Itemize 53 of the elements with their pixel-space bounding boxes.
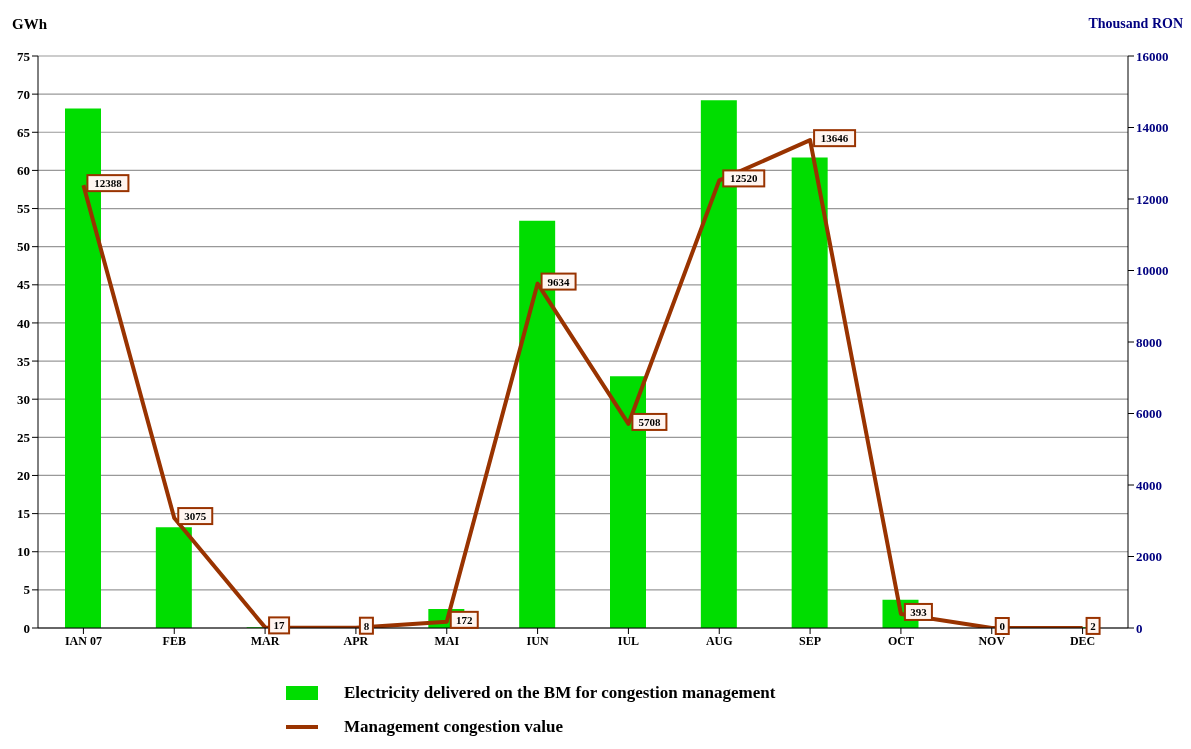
y-tick-label: 45 [17,277,31,293]
y-tick-label: 15 [17,506,31,522]
y2-tick-label: 14000 [1136,120,1169,136]
x-tick-label: IUL [617,633,640,648]
x-tick-label: AUG [705,633,733,648]
y2-tick-label: 0 [1136,620,1143,636]
y-tick-label: 5 [23,582,31,598]
x-tick-label: NOV [978,633,1006,648]
y2-axis-title: Thousand RON [1088,16,1183,32]
y-tick-label: 40 [17,315,30,331]
data-label: 13646 [820,132,849,145]
y2-tick-label: 10000 [1136,263,1169,279]
x-tick-label: MAR [250,633,280,648]
x-tick-label: IAN 07 [64,633,102,648]
legend-label: Management congestion value [344,717,564,737]
y-tick-label: 65 [17,124,31,140]
x-tick-label: DEC [1069,633,1096,648]
x-tick-label: MAI [434,633,460,648]
y2-tick-label: 2000 [1136,549,1162,565]
x-tick-label: OCT [887,633,914,648]
y-axis-title: GWh [12,16,48,33]
data-label: 172 [456,613,473,626]
data-label: 12388 [94,177,123,190]
y-tick-label: 30 [17,391,30,407]
data-label: 393 [910,605,928,618]
y-tick-label: 0 [23,620,30,636]
y-tick-label: 60 [17,163,30,179]
x-tick-label: FEB [162,633,186,648]
data-label: 12520 [730,172,758,185]
y2-tick-label: 4000 [1136,477,1162,493]
data-label: 17 [273,619,286,632]
x-tick-label: APR [343,633,369,648]
legend-label: Electricity delivered on the BM for congestion management [344,683,776,703]
data-label: 0 [999,620,1006,632]
x-tick-label: SEP [799,633,822,648]
data-label: 9634 [547,275,571,288]
y2-tick-label: 8000 [1136,334,1162,350]
y-tick-label: 20 [17,468,30,484]
y2-tick-label: 16000 [1136,48,1169,64]
y-tick-label: 10 [17,544,30,560]
data-label: 3075 [184,510,207,523]
y2-tick-label: 6000 [1136,406,1162,422]
data-label: 5708 [638,415,661,428]
y-tick-label: 70 [17,86,30,102]
data-label: 2 [1090,619,1097,632]
y-tick-label: 50 [17,239,30,255]
y-tick-label: 35 [17,353,31,369]
data-label: 8 [363,619,370,632]
y-tick-label: 55 [17,201,31,217]
x-tick-label: IUN [526,633,549,648]
y-tick-label: 75 [17,48,31,64]
y-tick-label: 25 [17,429,31,445]
y2-tick-label: 12000 [1136,191,1169,207]
